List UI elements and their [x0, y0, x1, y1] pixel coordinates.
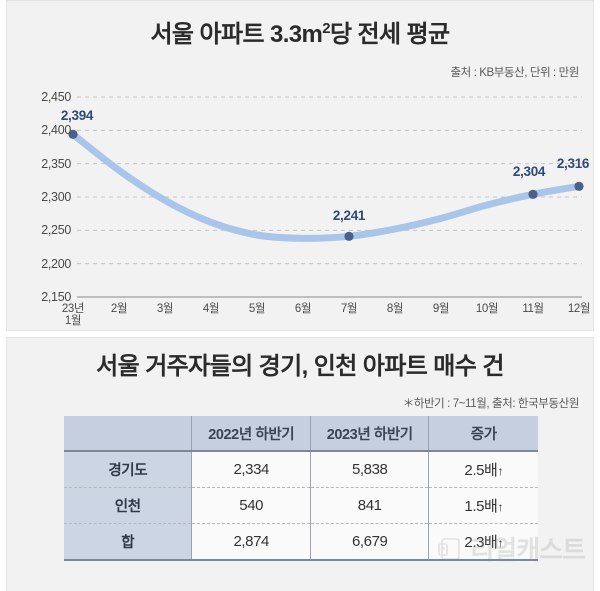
table-header: 2022년 하반기 2023년 하반기 증가	[64, 416, 538, 452]
increase-value: 1.5배	[464, 498, 498, 515]
data-point-value-label: 2,241	[332, 208, 366, 224]
increase-up-arrow-icon: ↑	[497, 500, 504, 514]
table-cell-increase: 2.3배↑	[428, 523, 538, 561]
table-panel-title: 서울 거주자들의 경기, 인천 아파트 매수 건	[96, 353, 504, 380]
chart-data-point	[528, 189, 538, 199]
table-cell-2022: 540	[191, 487, 311, 524]
table-body: 경기도 2,334 5,838 2.5배↑ 인천 540 841 1.5배↑ 합 2,874 6,6…	[64, 451, 538, 561]
x-axis-tick-label: 9월	[432, 303, 450, 315]
x-axis-tick-label: 11월	[522, 303, 544, 315]
y-axis-tick-label: 2,400	[41, 123, 71, 138]
chart-data-point	[574, 181, 584, 191]
table-cell-2023: 6,679	[309, 523, 429, 561]
table-source-note: ＊하반기 : 7~11월, 출처: 한국부동산원	[402, 398, 580, 410]
chart-title-post: 당 전세 평균	[329, 21, 450, 48]
table-row-label: 합	[64, 523, 192, 561]
chart-panel-title: 서울 아파트 3.3m2당 전세 평균	[7, 21, 593, 48]
table-cell-2023: 5,838	[309, 451, 429, 488]
x-axis-tick-label: 12월	[567, 303, 591, 315]
table-cell-increase: 2.5배↑	[428, 451, 538, 488]
table-cell-2022: 2,334	[191, 451, 311, 488]
chart-title-superscript: 2	[322, 21, 330, 37]
table-cell-increase: 1.5배↑	[428, 487, 538, 524]
table-row: 인천 540 841 1.5배↑	[64, 487, 538, 524]
table-col-2023: 2023년 하반기	[309, 416, 429, 452]
data-point-value-label: 2,316	[556, 156, 590, 172]
x-axis-tick-label: 10월	[475, 303, 499, 315]
table-col-2022: 2022년 하반기	[191, 416, 311, 452]
x-axis-tick-label: 3월	[156, 303, 174, 315]
x-axis-tick-label: 4월	[202, 303, 220, 315]
chart-panel: 서울 아파트 3.3m2당 전세 평균 출처 : KB부동산, 단위 : 만원 …	[6, 0, 594, 331]
x-axis-tick-label: 7월	[340, 303, 358, 315]
line-chart: 2,450 2,400 2,350 2,300 2,250 2,200 2,150 23년 1…	[7, 1, 593, 330]
table-row: 경기도 2,334 5,838 2.5배↑	[64, 451, 538, 488]
table-cell-2022: 2,874	[191, 523, 311, 561]
y-axis-tick-label: 2,150	[41, 290, 71, 304]
chart-series-line	[69, 130, 583, 242]
chart-title-pre: 서울 아파트 3.3m	[150, 21, 323, 48]
increase-value: 2.3배	[464, 534, 498, 551]
table-corner-cell	[64, 416, 192, 452]
table-col-increase: 증가	[428, 416, 538, 452]
increase-value: 2.5배	[464, 462, 498, 479]
table-row: 합 2,874 6,679 2.3배↑	[64, 523, 538, 561]
x-axis-tick-label: 5월	[248, 303, 266, 315]
data-point-value-label: 2,304	[512, 164, 546, 180]
increase-up-arrow-icon: ↑	[497, 464, 504, 478]
table-panel: 서울 거주자들의 경기, 인천 아파트 매수 건 ＊하반기 : 7~11월, 출…	[6, 337, 594, 591]
y-axis-tick-label: 2,450	[41, 90, 71, 104]
increase-up-arrow-icon: ↑	[497, 536, 504, 550]
x-axis-tick-label: 23년 1월	[61, 303, 85, 327]
table-header-row: 2022년 하반기 2023년 하반기 증가	[64, 416, 538, 452]
purchase-comparison-table: 2022년 하반기 2023년 하반기 증가 경기도 2,334 5,838 2.5배…	[64, 416, 538, 561]
y-axis-tick-label: 2,250	[41, 223, 71, 238]
x-axis-tick-label: 8월	[386, 303, 404, 315]
table-row-label: 인천	[64, 487, 192, 524]
y-axis-tick-label: 2,350	[41, 156, 71, 171]
table-row-label: 경기도	[64, 451, 192, 488]
x-axis-tick-label: 2월	[110, 303, 128, 315]
chart-data-point	[344, 231, 354, 241]
y-axis-tick-label: 2,300	[41, 190, 71, 204]
line-chart-svg	[68, 96, 584, 298]
table-cell-2023: 841	[309, 487, 429, 524]
data-point-value-label: 2,394	[60, 108, 94, 124]
x-axis-tick-label: 6월	[294, 303, 312, 315]
chart-data-point	[68, 129, 78, 139]
y-axis-tick-label: 2,200	[41, 256, 71, 271]
chart-source-note: 출처 : KB부동산, 단위 : 만원	[450, 67, 579, 79]
